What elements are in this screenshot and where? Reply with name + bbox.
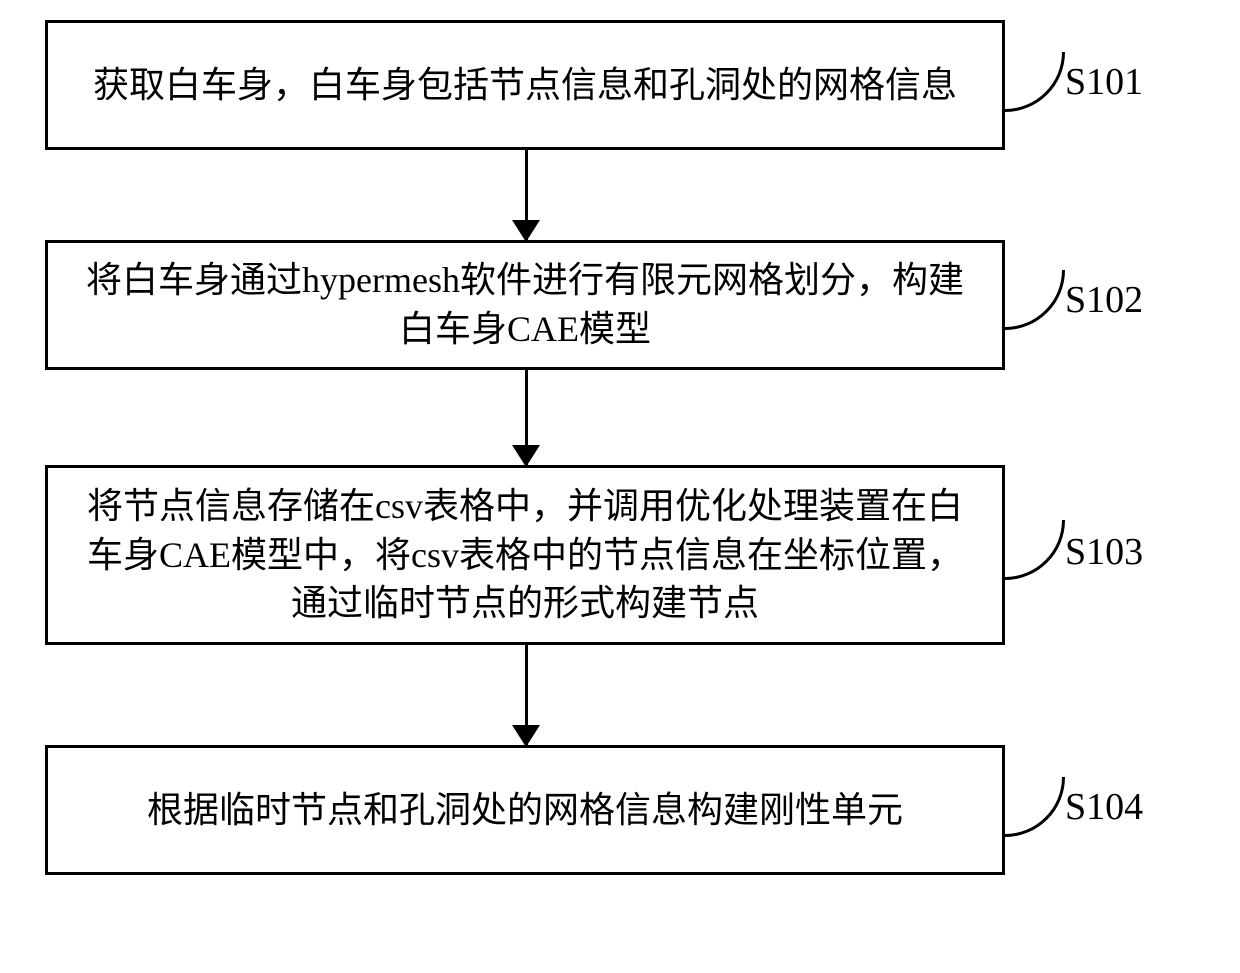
arrow-head-2 xyxy=(512,445,540,467)
connector-curve-1 xyxy=(1005,52,1065,112)
arrow-head-1 xyxy=(512,220,540,242)
step-box-4: 根据临时节点和孔洞处的网格信息构建刚性单元 xyxy=(45,745,1005,875)
arrow-1 xyxy=(525,150,528,240)
step-text-4: 根据临时节点和孔洞处的网格信息构建刚性单元 xyxy=(147,786,903,835)
step-box-2: 将白车身通过hypermesh软件进行有限元网格划分，构建白车身CAE模型 xyxy=(45,240,1005,370)
step-box-3: 将节点信息存储在csv表格中，并调用优化处理装置在白车身CAE模型中，将csv表… xyxy=(45,465,1005,645)
step-label-2: S102 xyxy=(1065,278,1143,322)
step-text-2: 将白车身通过hypermesh软件进行有限元网格划分，构建白车身CAE模型 xyxy=(78,256,972,353)
connector-curve-4 xyxy=(1005,777,1065,837)
step-text-3: 将节点信息存储在csv表格中，并调用优化处理装置在白车身CAE模型中，将csv表… xyxy=(78,482,972,628)
connector-curve-3 xyxy=(1005,520,1065,580)
arrow-head-3 xyxy=(512,725,540,747)
arrow-3 xyxy=(525,645,528,745)
step-label-3: S103 xyxy=(1065,530,1143,574)
step-label-4: S104 xyxy=(1065,785,1143,829)
arrow-2 xyxy=(525,370,528,465)
connector-curve-2 xyxy=(1005,270,1065,330)
step-box-1: 获取白车身，白车身包括节点信息和孔洞处的网格信息 xyxy=(45,20,1005,150)
step-text-1: 获取白车身，白车身包括节点信息和孔洞处的网格信息 xyxy=(93,61,957,110)
step-label-1: S101 xyxy=(1065,60,1143,104)
